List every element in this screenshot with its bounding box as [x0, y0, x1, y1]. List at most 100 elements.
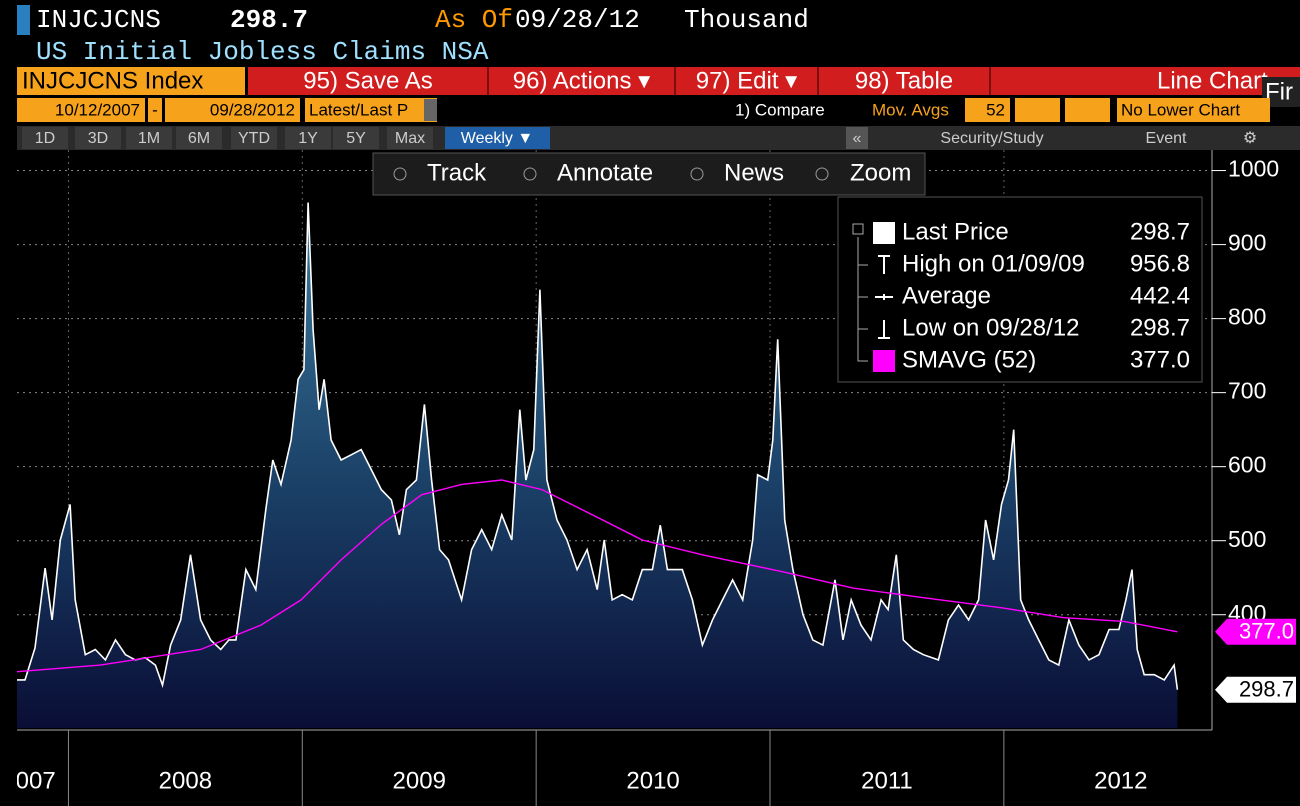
- toolbar-item[interactable]: Annotate: [557, 159, 653, 186]
- range-label[interactable]: 1Y: [298, 130, 318, 147]
- y-tick-label: 1000: [1228, 156, 1279, 182]
- mode-box[interactable]: [305, 98, 437, 122]
- as-of-date: 09/28/12: [515, 5, 640, 35]
- toolbar-icon: [523, 167, 537, 181]
- legend-icon: [878, 320, 890, 339]
- chart-toolbar: [372, 152, 926, 196]
- range-label[interactable]: 3D: [88, 130, 108, 147]
- compare[interactable]: 1) Compare: [735, 100, 825, 119]
- start-box[interactable]: [17, 98, 145, 122]
- security-box[interactable]: [17, 67, 245, 95]
- ticker: INJCJCNS: [36, 5, 161, 35]
- toolbar-icon: [815, 167, 829, 181]
- toolbar-item[interactable]: News: [724, 159, 784, 186]
- frequency[interactable]: Weekly ▼: [461, 130, 533, 147]
- toolbar-icon: [393, 167, 407, 181]
- range-label[interactable]: 6M: [188, 130, 210, 147]
- x-tick-label: 2008: [159, 767, 212, 794]
- description: US Initial Jobless Claims NSA: [36, 37, 489, 67]
- toolbar-item[interactable]: Track: [427, 159, 487, 186]
- x-tick-label: 2012: [1094, 767, 1147, 794]
- menu-item[interactable]: 96) Actions ▾: [513, 67, 650, 94]
- period-box[interactable]: [965, 98, 1010, 122]
- range-button[interactable]: [176, 127, 222, 149]
- last-value-label: 298.7: [1239, 677, 1294, 702]
- settings-gear[interactable]: ⚙: [1243, 130, 1257, 147]
- legend-box: [837, 196, 1203, 383]
- range-button[interactable]: [387, 127, 433, 149]
- moving-average-line: [17, 479, 1178, 673]
- menu-item[interactable]: 97) Edit ▾: [696, 67, 797, 94]
- x-tick-label: 2011: [861, 767, 913, 794]
- start-date[interactable]: 10/12/2007: [55, 100, 140, 119]
- study[interactable]: Security/Study: [940, 130, 1043, 147]
- x-axis-labels: 2007 2008 2009 2010 2011 2012: [2, 730, 1147, 806]
- legend-tree: [857, 237, 868, 362]
- y-tick-label: 800: [1228, 304, 1266, 330]
- range-button[interactable]: [75, 127, 121, 149]
- price-line: [17, 202, 1179, 690]
- toolbar-item[interactable]: Zoom: [850, 159, 911, 186]
- legend-collapse[interactable]: [852, 223, 864, 235]
- legend-value: 956.8: [1130, 250, 1190, 277]
- menu-item[interactable]: Line Chart: [1157, 67, 1268, 94]
- last-value-label: 377.0: [1239, 619, 1294, 644]
- period[interactable]: 52: [986, 100, 1005, 119]
- range-label[interactable]: 5Y: [346, 130, 366, 147]
- x-tick-label: 2009: [393, 767, 446, 794]
- dash-box: [148, 98, 162, 122]
- unit: Thousand: [684, 5, 809, 35]
- legend-label: Last Price: [902, 218, 1009, 245]
- legend-value: 442.4: [1130, 282, 1190, 309]
- legend-value: 377.0: [1130, 346, 1190, 373]
- x-tick-label: 2007: [2, 767, 55, 794]
- last-value-tag: [1215, 618, 1296, 645]
- range-button[interactable]: [231, 127, 277, 149]
- legend-swatch: [873, 350, 895, 372]
- x-tick-label: 2010: [626, 767, 679, 794]
- end-box[interactable]: [165, 98, 300, 122]
- lower-box[interactable]: [1117, 98, 1270, 122]
- y-tick-label: 900: [1228, 230, 1266, 256]
- range-button[interactable]: [126, 127, 172, 149]
- legend-label: Low on 09/28/12: [902, 314, 1079, 341]
- collapse[interactable]: «: [853, 130, 862, 147]
- range-button[interactable]: [22, 127, 68, 149]
- mode[interactable]: Latest/Last P: [309, 100, 408, 119]
- price: 298.7: [230, 5, 308, 35]
- collapse-box[interactable]: [846, 127, 868, 149]
- range-label[interactable]: Max: [395, 130, 425, 147]
- range-bar: [17, 126, 1300, 150]
- range-label[interactable]: 1M: [138, 130, 160, 147]
- legend-value: 298.7: [1130, 218, 1190, 245]
- dash: -: [152, 100, 158, 119]
- event[interactable]: Event: [1146, 130, 1187, 147]
- lower[interactable]: No Lower Chart: [1121, 100, 1240, 119]
- y-tick-label: 600: [1228, 452, 1266, 478]
- range-label[interactable]: 1D: [35, 130, 55, 147]
- menu-bar: [248, 67, 1300, 95]
- legend-icon: [875, 294, 893, 300]
- menu-item[interactable]: 98) Table: [855, 67, 953, 94]
- legend-label: Average: [902, 282, 991, 309]
- period-box-2[interactable]: [1015, 98, 1060, 122]
- end-date[interactable]: 09/28/2012: [210, 100, 295, 119]
- y-tick-label: 700: [1228, 378, 1266, 404]
- legend-icon: [878, 255, 890, 274]
- range-label[interactable]: YTD: [238, 130, 270, 147]
- range-button[interactable]: [285, 127, 331, 149]
- as-of-label: As Of: [435, 5, 513, 35]
- security[interactable]: INJCJCNS Index: [22, 67, 203, 94]
- legend-value: 298.7: [1130, 314, 1190, 341]
- header-marker: [17, 5, 30, 35]
- legend-label: High on 01/09/09: [902, 250, 1085, 277]
- last-value-tag: [1215, 676, 1296, 703]
- range-button[interactable]: [333, 127, 379, 149]
- frequency-box[interactable]: [445, 127, 550, 149]
- mode-dropdown[interactable]: [424, 99, 437, 121]
- legend-label: SMAVG (52): [902, 346, 1036, 373]
- mov-avgs: Mov. Avgs: [872, 100, 949, 119]
- period-box-3[interactable]: [1065, 98, 1110, 122]
- menu-item[interactable]: 95) Save As: [303, 67, 432, 94]
